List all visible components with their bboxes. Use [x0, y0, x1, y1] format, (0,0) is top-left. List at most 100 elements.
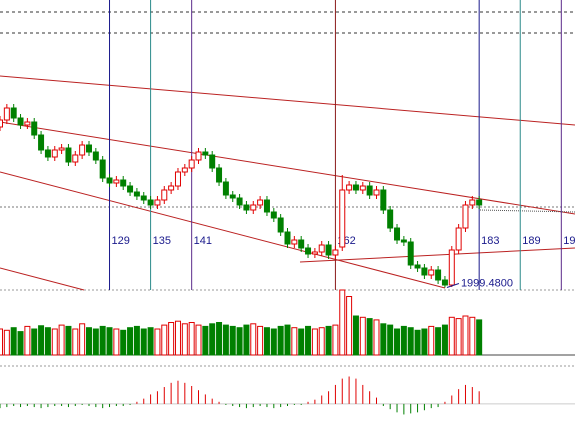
- volume-bar: [380, 323, 387, 356]
- candle-body: [154, 199, 161, 206]
- candle-body: [113, 179, 120, 184]
- volume-bar: [3, 329, 10, 356]
- volume-bar: [195, 324, 202, 356]
- candle-body: [181, 167, 188, 173]
- candle-body: [400, 239, 407, 243]
- volume-bar: [414, 329, 421, 356]
- candle-body: [455, 227, 462, 251]
- volume-bar: [85, 327, 92, 356]
- candle-body: [332, 249, 339, 256]
- candle-body: [469, 199, 476, 206]
- candle-body: [229, 194, 236, 199]
- candle-body: [17, 117, 24, 126]
- volume-bar: [133, 325, 140, 356]
- volume-bar: [17, 331, 24, 356]
- volume-bar: [38, 325, 45, 356]
- candle-body: [339, 189, 346, 248]
- candle-body: [161, 189, 168, 201]
- volume-bar: [188, 322, 195, 356]
- volume-bar: [0, 328, 3, 356]
- candle-body: [65, 147, 72, 163]
- candle-body: [421, 267, 428, 276]
- candle-body: [325, 244, 332, 256]
- volume-bar: [332, 324, 339, 356]
- volume-bar: [127, 327, 134, 356]
- candle-body: [202, 151, 209, 156]
- candle-body: [298, 239, 305, 249]
- volume-bar: [270, 328, 277, 356]
- volume-bar: [476, 319, 483, 356]
- volume-bar: [250, 323, 257, 356]
- candle-body: [0, 119, 3, 128]
- volume-bar: [339, 289, 346, 356]
- candle-body: [51, 149, 58, 158]
- volume-bar: [222, 324, 229, 356]
- volume-bar: [352, 315, 359, 356]
- volume-bar: [106, 327, 113, 356]
- trend-line: [0, 121, 575, 215]
- volume-bar: [469, 316, 476, 356]
- volume-bar: [421, 328, 428, 356]
- volume-bar: [24, 325, 31, 356]
- volume-bar: [257, 325, 264, 356]
- volume-bar: [243, 324, 250, 356]
- candle-body: [291, 239, 298, 245]
- candle-body: [318, 244, 325, 253]
- candle-body: [174, 171, 181, 187]
- trend-line: [0, 75, 575, 126]
- candle-body: [346, 184, 353, 191]
- volume-bar: [441, 324, 448, 356]
- volume-bar: [154, 328, 161, 356]
- candle-body: [44, 149, 51, 158]
- annotation-pointer: [446, 283, 460, 288]
- volume-bar: [305, 325, 312, 356]
- candle-body: [243, 204, 250, 211]
- volume-bar: [435, 327, 442, 356]
- volume-bar: [394, 328, 401, 356]
- candle-body: [120, 179, 127, 187]
- volume-bar: [174, 320, 181, 356]
- candle-body: [414, 264, 421, 269]
- trend-line: [0, 171, 446, 289]
- candle-body: [99, 159, 106, 179]
- candle-body: [58, 147, 65, 151]
- candle-body: [38, 134, 45, 151]
- volume-bar: [31, 328, 38, 356]
- candle-body: [209, 154, 216, 169]
- candle-body: [305, 247, 312, 255]
- candle-body: [133, 191, 140, 197]
- volume-bar: [72, 328, 79, 356]
- x-tick-label: 195: [563, 235, 575, 247]
- candle-body: [168, 185, 175, 191]
- candle-body: [277, 217, 284, 233]
- volume-bar: [229, 325, 236, 356]
- candle-body: [79, 144, 86, 156]
- candle-body: [257, 199, 264, 206]
- volume-bar: [58, 324, 65, 356]
- volume-bar: [140, 328, 147, 356]
- volume-bar: [168, 322, 175, 356]
- volume-bar: [387, 324, 394, 356]
- volume-bar: [209, 323, 216, 356]
- candle-body: [222, 181, 229, 196]
- x-tick-label: 129: [112, 235, 130, 247]
- candle-body: [31, 121, 38, 136]
- candle-body: [476, 199, 483, 206]
- x-tick-label: 135: [153, 235, 171, 247]
- candle-body: [407, 241, 414, 266]
- volume-bar: [455, 318, 462, 356]
- volume-bar: [366, 318, 373, 356]
- candle-body: [428, 269, 435, 276]
- candle-body: [250, 204, 257, 211]
- candle-body: [127, 185, 134, 193]
- candle-body: [263, 199, 270, 213]
- candle-body: [352, 184, 359, 191]
- volume-bar: [373, 319, 380, 356]
- candle-body: [3, 107, 10, 121]
- volume-bar: [202, 325, 209, 356]
- candle-body: [394, 227, 401, 241]
- volume-bar: [236, 327, 243, 356]
- candle-body: [92, 151, 99, 161]
- candle-body: [106, 177, 113, 184]
